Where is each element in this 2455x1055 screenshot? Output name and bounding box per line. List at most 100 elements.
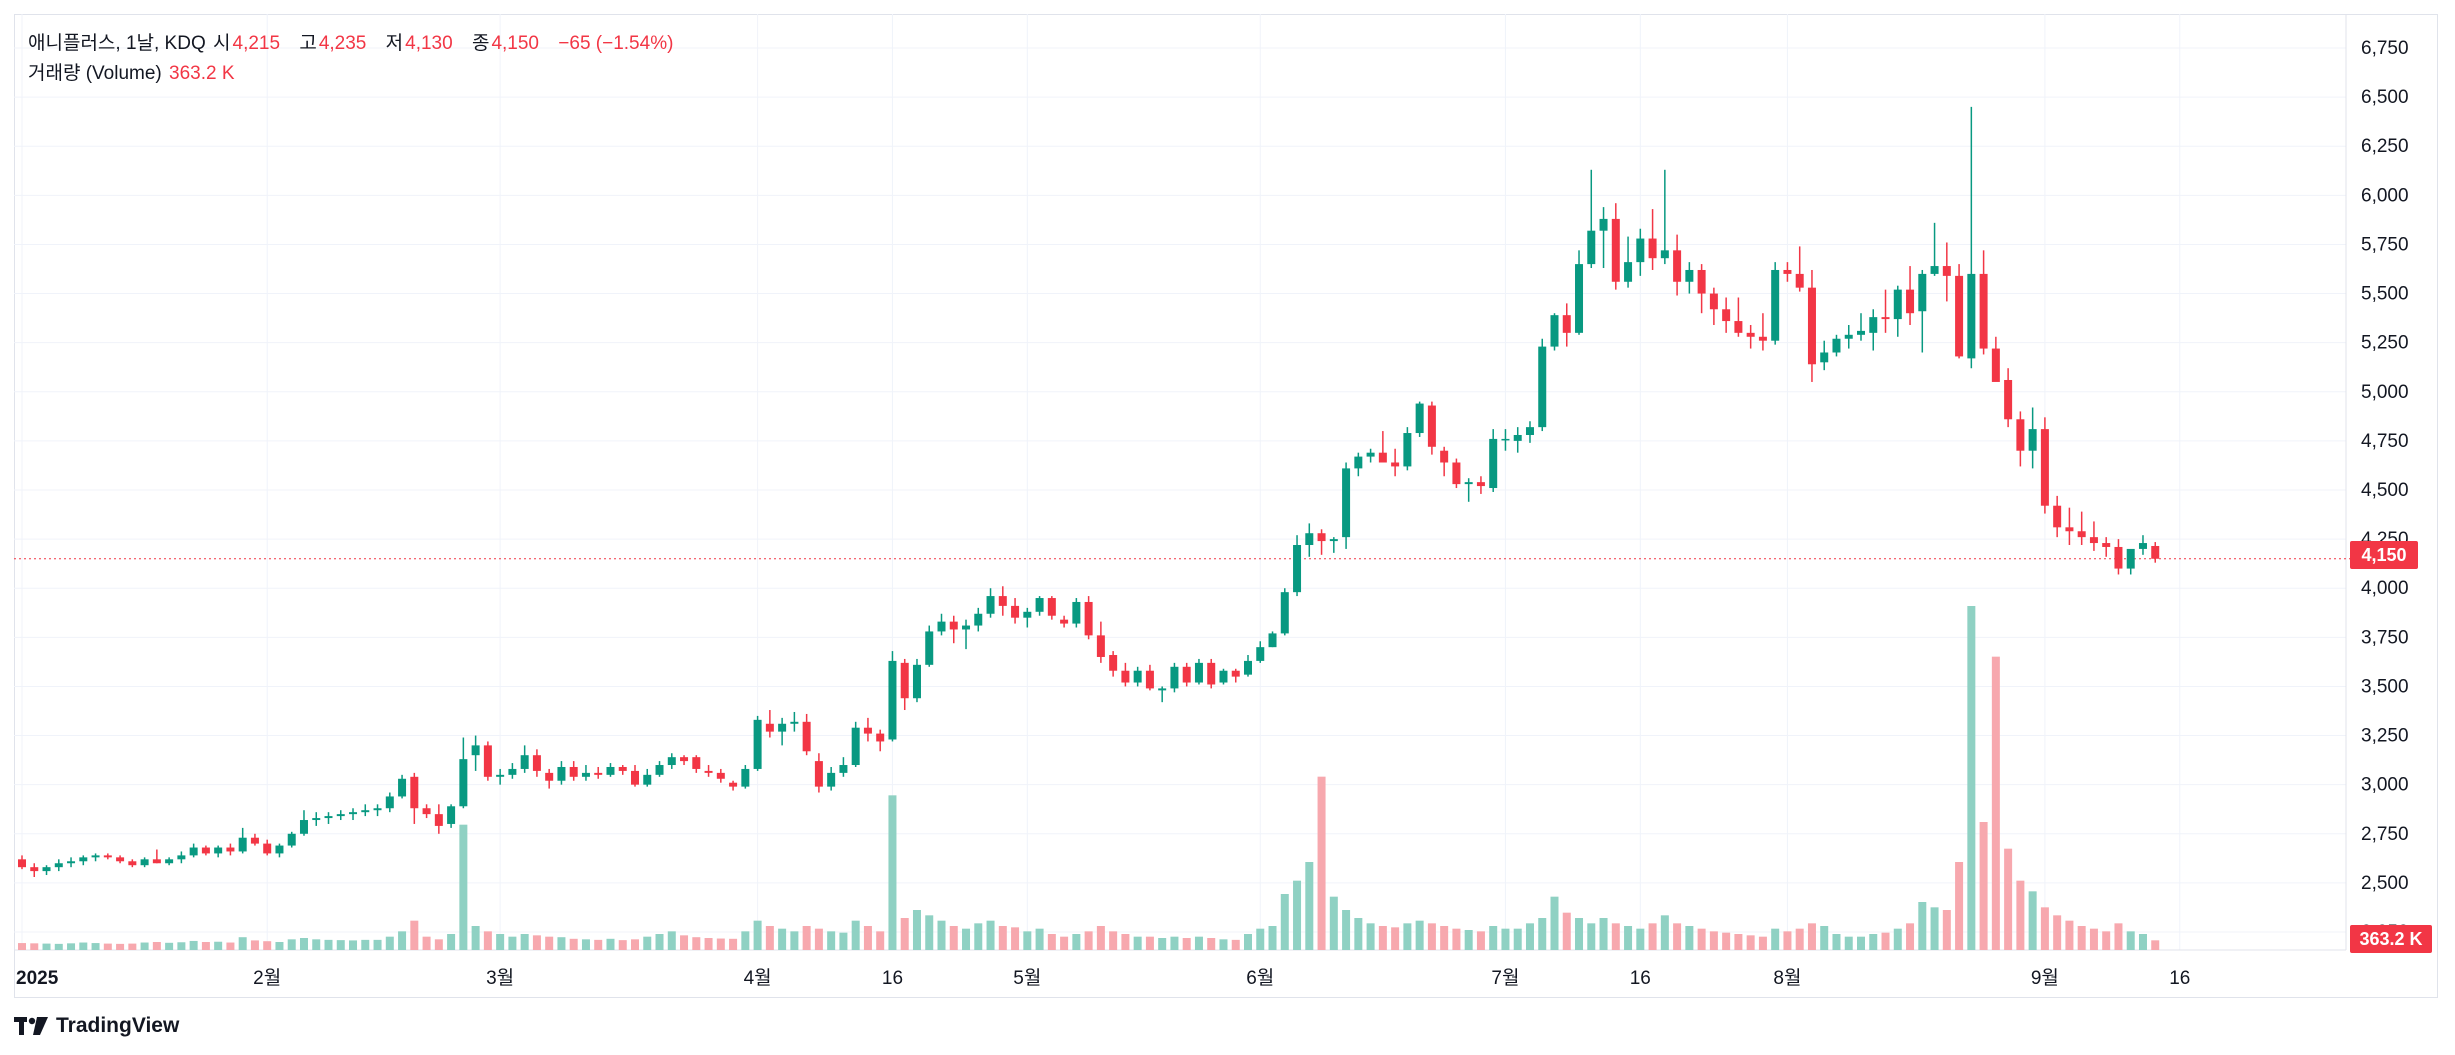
candle-body[interactable] (54, 863, 63, 868)
candle-body[interactable] (1599, 218, 1608, 231)
candle-body[interactable] (1133, 670, 1142, 683)
candle-body[interactable] (79, 857, 88, 862)
candle-body[interactable] (925, 631, 934, 665)
candle-body[interactable] (1709, 293, 1718, 310)
candle-body[interactable] (508, 768, 517, 775)
candle-body[interactable] (1746, 332, 1755, 337)
time-axis[interactable]: 2025 2월 3월 4월 16 5월 6월 7월 16 8월 9월 16 (16, 967, 2190, 989)
candle-body[interactable] (2089, 537, 2098, 544)
candle-body[interactable] (1587, 230, 1596, 265)
candle-body[interactable] (140, 859, 149, 866)
candle-body[interactable] (373, 808, 382, 811)
candle-body[interactable] (2028, 429, 2037, 451)
symbol-title[interactable]: 애니플러스, 1날, KDQ (28, 33, 206, 54)
candle-body[interactable] (385, 796, 394, 809)
candle-body[interactable] (1305, 533, 1314, 546)
candle-body[interactable] (1342, 468, 1351, 538)
candle-body[interactable] (152, 859, 161, 864)
candle-body[interactable] (1440, 450, 1449, 463)
candle-body[interactable] (1783, 269, 1792, 274)
candle-body[interactable] (1060, 619, 1069, 624)
candle-body[interactable] (1427, 405, 1436, 447)
candle-body[interactable] (1244, 660, 1252, 675)
candle-body[interactable] (1979, 273, 1988, 349)
candle-body[interactable] (1023, 611, 1032, 618)
candle-body[interactable] (1464, 482, 1473, 485)
candle-body[interactable] (447, 806, 456, 824)
candle-body[interactable] (1121, 670, 1130, 683)
candle-body[interactable] (1194, 662, 1203, 683)
candle-body[interactable] (1231, 670, 1240, 677)
candle-body[interactable] (483, 745, 492, 777)
candle-body[interactable] (1673, 250, 1682, 282)
candle-body[interactable] (1869, 317, 1878, 333)
candle-body[interactable] (937, 621, 946, 632)
candle-body[interactable] (900, 662, 909, 699)
candle-body[interactable] (422, 808, 431, 815)
candle-body[interactable] (116, 857, 125, 862)
candle-body[interactable] (1918, 273, 1927, 312)
candle-body[interactable] (790, 721, 799, 724)
candle-body[interactable] (606, 766, 615, 775)
candle-body[interactable] (349, 812, 358, 815)
candle-body[interactable] (888, 660, 897, 740)
candle-body[interactable] (91, 855, 100, 858)
candle-body[interactable] (2138, 543, 2147, 549)
candle-body[interactable] (863, 727, 872, 734)
candle-body[interactable] (1575, 264, 1584, 333)
candle-body[interactable] (557, 766, 566, 781)
candle-body[interactable] (1906, 289, 1915, 314)
candle-body[interactable] (1317, 533, 1326, 542)
candle-body[interactable] (263, 843, 272, 854)
candle-body[interactable] (2065, 527, 2074, 532)
candle-body[interactable] (851, 727, 860, 766)
candle-body[interactable] (2040, 429, 2049, 506)
candle-body[interactable] (1967, 273, 1976, 359)
candle-body[interactable] (667, 757, 676, 766)
candle-body[interactable] (177, 855, 186, 860)
candle-body[interactable] (1648, 238, 1657, 259)
candle-body[interactable] (1807, 287, 1816, 365)
candle-body[interactable] (1771, 269, 1780, 341)
candle-body[interactable] (250, 837, 259, 844)
candle-body[interactable] (618, 766, 627, 771)
candle-body[interactable] (336, 814, 345, 817)
candle-body[interactable] (998, 596, 1007, 606)
candle-body[interactable] (2004, 379, 2013, 420)
candle-body[interactable] (1538, 346, 1547, 428)
candle-body[interactable] (1955, 275, 1964, 357)
candle-body[interactable] (765, 723, 774, 732)
candle-body[interactable] (594, 772, 603, 775)
candle-body[interactable] (1857, 330, 1865, 335)
candle-body[interactable] (876, 733, 885, 742)
candle-body[interactable] (569, 766, 578, 777)
candle-body[interactable] (1035, 598, 1044, 612)
volume-label[interactable]: 거래량 (Volume) (28, 63, 162, 84)
candle-body[interactable] (827, 772, 836, 787)
candle-body[interactable] (1268, 633, 1277, 648)
candle-body[interactable] (1256, 647, 1265, 661)
candle-body[interactable] (1734, 321, 1743, 333)
candle-body[interactable] (581, 772, 590, 777)
candle-body[interactable] (631, 770, 639, 785)
candle-body[interactable] (1489, 438, 1498, 489)
candle-body[interactable] (1930, 266, 1939, 274)
candle-body[interactable] (962, 625, 971, 630)
candle-body[interactable] (545, 772, 554, 781)
candle-body[interactable] (1145, 670, 1154, 689)
candle-body[interactable] (128, 861, 137, 866)
candle-body[interactable] (1513, 434, 1522, 441)
candle-body[interactable] (1562, 315, 1571, 333)
candle-body[interactable] (729, 782, 738, 787)
candle-body[interactable] (1452, 462, 1461, 485)
candle-body[interactable] (1415, 403, 1424, 434)
candle-body[interactable] (1820, 352, 1829, 363)
candle-body[interactable] (839, 765, 848, 773)
candle-body[interactable] (1280, 592, 1289, 634)
candle-body[interactable] (1501, 438, 1510, 441)
candle-body[interactable] (1624, 262, 1633, 282)
candle-body[interactable] (67, 861, 76, 864)
candle-body[interactable] (1722, 309, 1731, 322)
candle-body[interactable] (1660, 250, 1669, 259)
